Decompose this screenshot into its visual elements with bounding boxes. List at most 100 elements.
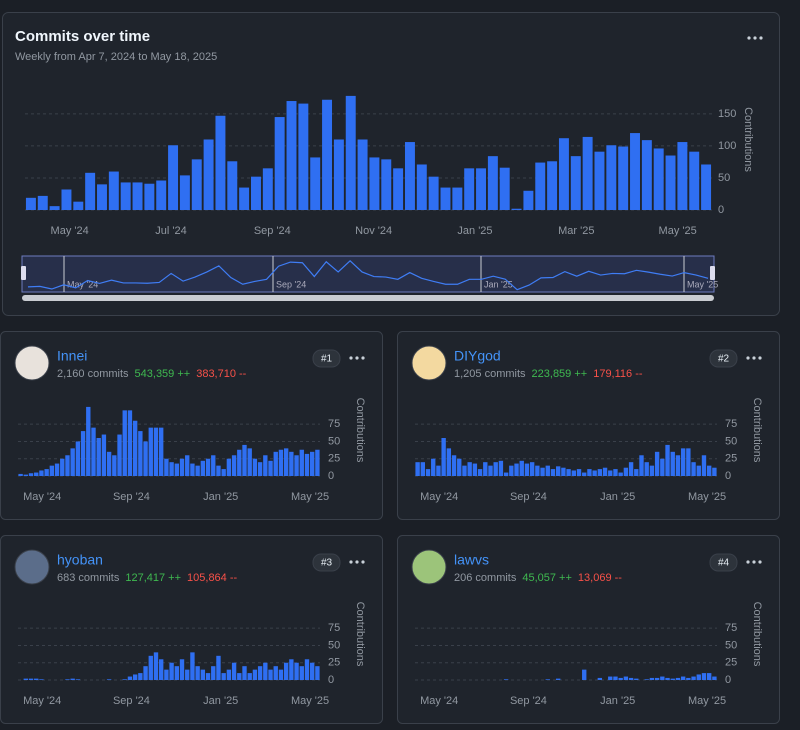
bar <box>634 469 639 476</box>
bar <box>436 465 441 476</box>
bar <box>488 465 493 476</box>
bar <box>117 434 122 476</box>
y-axis-label: Contributions <box>751 602 763 667</box>
bar <box>70 678 75 680</box>
bar <box>159 659 164 680</box>
bar <box>23 678 28 680</box>
x-tick-label: Sep '24 <box>113 695 150 707</box>
bar <box>164 458 169 476</box>
bar <box>446 448 452 476</box>
bar <box>54 463 60 476</box>
commits: 1,205 commits <box>454 368 526 380</box>
bar <box>582 669 587 680</box>
bar <box>587 469 592 476</box>
bar <box>65 679 70 680</box>
bar <box>644 679 649 680</box>
bar <box>594 151 605 210</box>
y-tick-label: 25 <box>328 657 340 669</box>
bar <box>106 679 112 680</box>
bar <box>404 142 415 210</box>
nav-handle-right[interactable] <box>710 266 715 280</box>
bar <box>369 157 380 210</box>
bar <box>570 156 581 210</box>
bar <box>618 677 623 680</box>
bar <box>686 448 691 476</box>
more-dot <box>746 356 750 360</box>
bar <box>216 655 221 680</box>
more-button[interactable] <box>747 36 763 40</box>
bar <box>576 469 582 476</box>
bar <box>60 458 65 476</box>
bar <box>85 172 96 210</box>
bar <box>462 465 467 476</box>
bar <box>696 465 701 476</box>
more-dot <box>758 356 762 360</box>
bar <box>237 449 242 476</box>
bar <box>205 673 211 680</box>
y-tick-label: 50 <box>328 435 340 447</box>
contributor-card <box>397 535 780 724</box>
contributor-name[interactable]: DIYgod <box>454 348 501 364</box>
x-tick-label: May '25 <box>291 695 329 707</box>
bar <box>191 159 202 210</box>
additions: 45,057 ++ <box>522 572 572 584</box>
contributor-name[interactable]: hyoban <box>57 552 103 568</box>
bar <box>464 168 475 210</box>
bar <box>561 467 566 476</box>
bar <box>132 420 138 476</box>
bar <box>582 472 587 476</box>
bar <box>294 662 299 680</box>
contributor-name[interactable]: lawvs <box>454 552 489 568</box>
y-tick-label: 50 <box>328 639 340 651</box>
rank: #3 <box>321 558 333 569</box>
bar <box>96 438 101 476</box>
bar <box>558 138 569 210</box>
y-tick-label: 75 <box>328 622 340 634</box>
y-axis-label: Contributions <box>354 602 366 667</box>
bar <box>670 678 675 680</box>
additions: 223,859 ++ <box>532 368 588 380</box>
bar <box>34 678 39 680</box>
nav-handle-left[interactable] <box>21 266 26 280</box>
bar <box>440 187 451 210</box>
bar <box>185 455 190 476</box>
nav-label: May '25 <box>687 279 718 289</box>
bar <box>226 669 232 680</box>
contributor-stats: 2,160 commits 543,359 ++ 383,710 -- <box>57 368 247 380</box>
bar <box>289 659 294 680</box>
x-tick-label: May '25 <box>688 491 726 503</box>
bar <box>168 145 179 210</box>
bar <box>138 431 143 476</box>
bar <box>262 168 273 210</box>
bar <box>680 676 686 680</box>
bar <box>509 465 514 476</box>
bar <box>654 677 660 680</box>
bar <box>112 455 117 476</box>
bar <box>257 462 263 476</box>
bar <box>701 164 712 210</box>
more-dot <box>361 560 365 564</box>
bar <box>239 187 250 210</box>
bar <box>333 139 344 210</box>
bar <box>602 467 608 476</box>
bar <box>550 469 556 476</box>
bar <box>571 470 576 476</box>
scrollbar[interactable] <box>22 295 714 301</box>
bar <box>675 677 681 680</box>
bar <box>653 148 664 210</box>
bar <box>483 462 488 476</box>
bar <box>73 201 84 210</box>
bar <box>132 182 143 210</box>
avatar <box>14 345 50 381</box>
bar <box>169 662 174 680</box>
contributor-name[interactable]: Innei <box>57 348 87 364</box>
bar <box>425 469 431 476</box>
bar <box>49 465 55 476</box>
bar <box>39 470 44 476</box>
bar <box>670 451 675 476</box>
bar <box>712 676 717 680</box>
bar <box>467 462 472 476</box>
bar <box>286 101 297 210</box>
more-dot <box>355 560 359 564</box>
